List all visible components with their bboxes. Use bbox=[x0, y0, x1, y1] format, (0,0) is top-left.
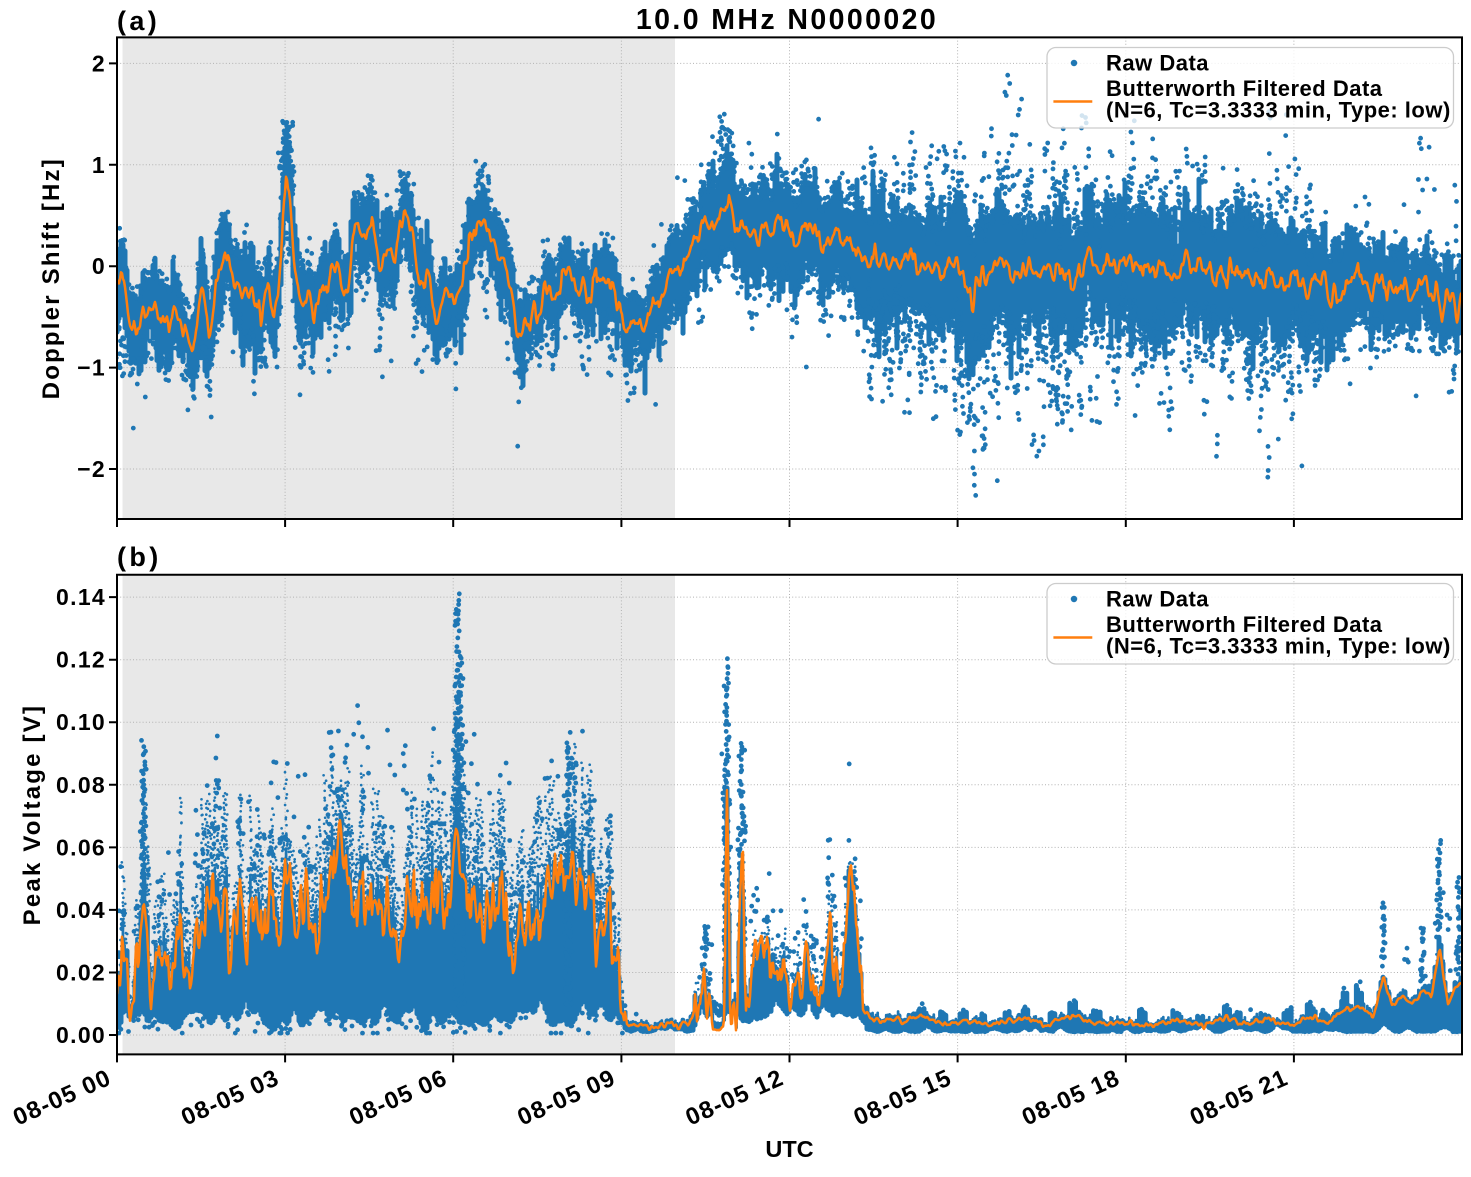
svg-text:(N=6, Tc=3.3333 min, Type: low: (N=6, Tc=3.3333 min, Type: low) bbox=[1106, 634, 1451, 659]
svg-text:Raw Data: Raw Data bbox=[1106, 587, 1209, 612]
svg-text:Butterworth Filtered Data: Butterworth Filtered Data bbox=[1106, 612, 1383, 637]
svg-text:0.08: 0.08 bbox=[56, 772, 106, 798]
svg-text:0.14: 0.14 bbox=[56, 584, 106, 610]
svg-text:1: 1 bbox=[92, 152, 106, 178]
svg-text:(a): (a) bbox=[117, 6, 160, 36]
svg-text:Raw Data: Raw Data bbox=[1106, 51, 1209, 76]
svg-text:Butterworth Filtered Data: Butterworth Filtered Data bbox=[1106, 76, 1383, 101]
svg-text:2: 2 bbox=[92, 50, 106, 76]
svg-text:−1: −1 bbox=[77, 355, 106, 381]
svg-text:(N=6, Tc=3.3333 min, Type: low: (N=6, Tc=3.3333 min, Type: low) bbox=[1106, 98, 1451, 123]
svg-text:0.12: 0.12 bbox=[56, 647, 106, 673]
svg-text:Doppler Shift [Hz]: Doppler Shift [Hz] bbox=[38, 157, 65, 399]
svg-text:0.04: 0.04 bbox=[56, 897, 106, 923]
svg-text:UTC: UTC bbox=[765, 1136, 813, 1162]
svg-text:(b): (b) bbox=[117, 542, 162, 572]
svg-text:Peak Voltage [V]: Peak Voltage [V] bbox=[19, 704, 46, 925]
svg-text:0: 0 bbox=[92, 253, 106, 279]
svg-text:10.0 MHz N0000020: 10.0 MHz N0000020 bbox=[636, 4, 938, 36]
svg-text:0.00: 0.00 bbox=[56, 1022, 106, 1048]
svg-text:0.06: 0.06 bbox=[56, 834, 106, 860]
svg-text:0.02: 0.02 bbox=[56, 960, 106, 986]
svg-text:0.10: 0.10 bbox=[56, 709, 106, 735]
svg-text:−2: −2 bbox=[77, 456, 106, 482]
